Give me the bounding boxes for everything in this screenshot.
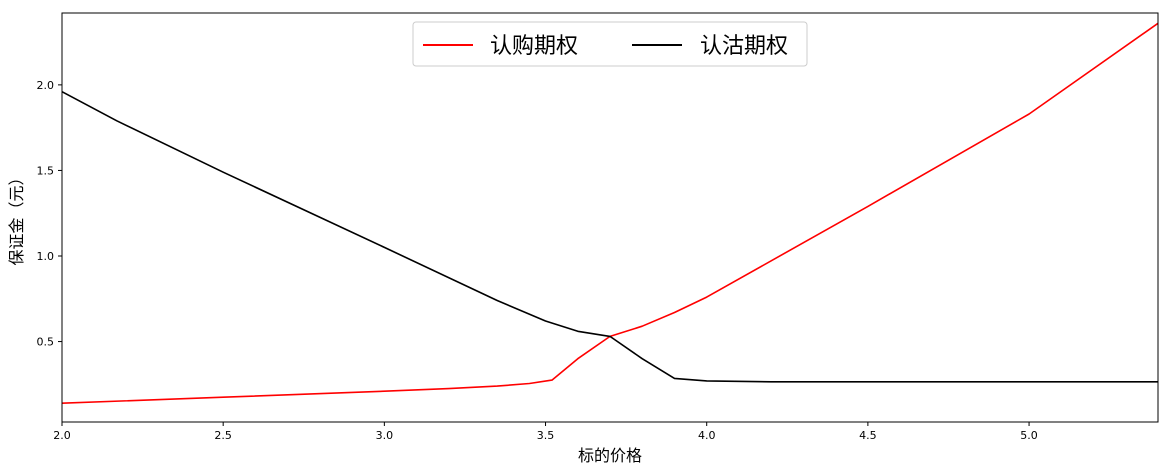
legend: 认购期权 认沽期权 xyxy=(412,21,808,67)
plot-frame xyxy=(61,12,1159,423)
y-tick-label: 2.0 xyxy=(37,79,55,92)
x-tick-label: 3.5 xyxy=(537,429,555,442)
x-tick-label: 5.0 xyxy=(1020,429,1038,442)
series-line-call xyxy=(61,22,1159,404)
legend-label-put: 认沽期权 xyxy=(700,34,788,59)
series-layer xyxy=(61,22,1159,404)
series-line-put xyxy=(61,90,1158,383)
y-axis-ticks: 0.5 1.0 1.5 2.0 xyxy=(37,79,62,349)
x-tick-label: 2.5 xyxy=(214,429,232,442)
y-axis-label: 保证金（元） xyxy=(7,169,26,265)
y-tick-label: 0.5 xyxy=(37,336,55,349)
x-tick-label: 2.0 xyxy=(53,429,71,442)
x-tick-label: 4.5 xyxy=(859,429,877,442)
legend-box xyxy=(412,21,808,67)
y-tick-label: 1.0 xyxy=(37,250,55,263)
legend-label-call: 认购期权 xyxy=(490,34,578,59)
x-tick-label: 3.0 xyxy=(376,429,394,442)
x-axis-ticks: 2.0 2.5 3.0 3.5 4.0 4.5 5.0 xyxy=(53,422,1038,442)
x-tick-label: 4.0 xyxy=(698,429,716,442)
y-tick-label: 1.5 xyxy=(37,164,55,177)
x-axis-label: 标的价格 xyxy=(578,446,642,465)
